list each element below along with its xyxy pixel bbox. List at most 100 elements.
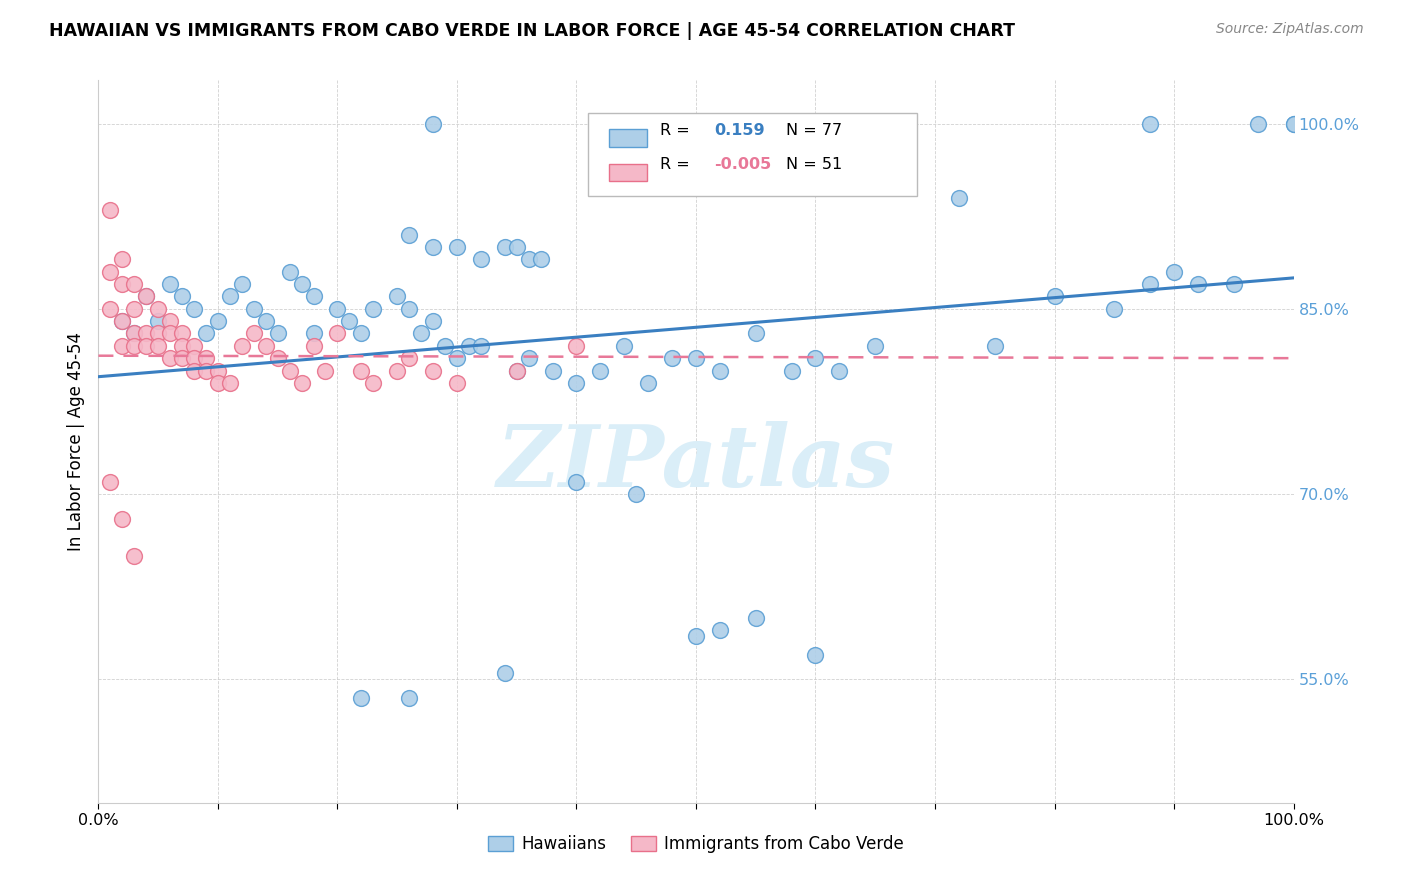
Text: ZIPatlas: ZIPatlas <box>496 421 896 505</box>
Point <box>98 301 122 316</box>
Point <box>506 363 529 377</box>
Point <box>1282 116 1305 130</box>
Point <box>207 363 229 377</box>
Point <box>446 351 468 366</box>
Point <box>207 376 229 390</box>
Point <box>1043 289 1066 303</box>
Point <box>254 339 277 353</box>
Point <box>565 475 588 489</box>
Point <box>124 277 146 291</box>
Point <box>804 351 827 366</box>
Point <box>422 240 444 254</box>
Point <box>517 351 540 366</box>
Point <box>243 301 266 316</box>
Point <box>984 339 1007 353</box>
Point <box>302 326 325 341</box>
Point <box>254 314 277 328</box>
Bar <box>609 163 647 181</box>
Point <box>231 339 253 353</box>
Point <box>98 265 122 279</box>
Text: 0.159: 0.159 <box>714 123 765 138</box>
Point <box>565 376 588 390</box>
Point <box>517 252 540 267</box>
Point <box>385 363 409 377</box>
Point <box>398 351 420 366</box>
Point <box>98 475 122 489</box>
Point <box>159 326 181 341</box>
Point <box>398 690 420 705</box>
Point <box>506 363 529 377</box>
Point <box>339 314 361 328</box>
Point <box>111 314 134 328</box>
Point <box>1139 116 1161 130</box>
Point <box>219 376 242 390</box>
Point <box>1104 301 1126 316</box>
Point <box>231 277 253 291</box>
Point <box>685 629 707 643</box>
Point <box>98 202 122 217</box>
Point <box>661 351 683 366</box>
Point <box>948 191 970 205</box>
Point <box>363 301 385 316</box>
Point <box>195 351 218 366</box>
Point <box>315 363 337 377</box>
Y-axis label: In Labor Force | Age 45-54: In Labor Force | Age 45-54 <box>66 332 84 551</box>
Point <box>828 363 851 377</box>
Point <box>398 227 420 242</box>
Point <box>111 252 134 267</box>
Point <box>865 339 887 353</box>
Point <box>302 289 325 303</box>
Point <box>458 339 481 353</box>
Point <box>506 240 529 254</box>
Point <box>1187 277 1209 291</box>
Point <box>172 289 194 303</box>
Point <box>172 326 194 341</box>
Point <box>637 376 659 390</box>
Point <box>183 301 205 316</box>
Legend: Hawaiians, Immigrants from Cabo Verde: Hawaiians, Immigrants from Cabo Verde <box>481 828 911 860</box>
Point <box>243 326 266 341</box>
Point <box>124 549 146 563</box>
Point <box>124 326 146 341</box>
Point <box>804 648 827 662</box>
Point <box>172 351 194 366</box>
Point <box>135 289 157 303</box>
Point <box>780 363 803 377</box>
Point <box>159 314 181 328</box>
Point <box>470 252 492 267</box>
Point <box>613 339 636 353</box>
Point <box>183 339 205 353</box>
Point <box>148 314 170 328</box>
Point <box>1282 116 1305 130</box>
Point <box>135 326 157 341</box>
Text: HAWAIIAN VS IMMIGRANTS FROM CABO VERDE IN LABOR FORCE | AGE 45-54 CORRELATION CH: HAWAIIAN VS IMMIGRANTS FROM CABO VERDE I… <box>49 22 1015 40</box>
Point <box>183 351 205 366</box>
Point <box>589 363 612 377</box>
Point <box>124 339 146 353</box>
Point <box>626 487 648 501</box>
Point <box>291 277 314 291</box>
Point <box>494 240 516 254</box>
Text: -0.005: -0.005 <box>714 158 770 172</box>
Point <box>350 326 373 341</box>
Text: R =: R = <box>661 158 690 172</box>
Point <box>159 351 181 366</box>
Text: Source: ZipAtlas.com: Source: ZipAtlas.com <box>1216 22 1364 37</box>
Point <box>278 363 301 377</box>
Point <box>135 289 157 303</box>
Point <box>267 351 290 366</box>
Point <box>1163 265 1185 279</box>
Point <box>135 339 157 353</box>
Point <box>326 326 349 341</box>
Point <box>350 690 373 705</box>
Point <box>422 314 444 328</box>
Point <box>398 301 420 316</box>
Point <box>172 339 194 353</box>
Point <box>350 363 373 377</box>
Point <box>470 339 492 353</box>
Point <box>183 363 205 377</box>
Point <box>159 277 181 291</box>
Point <box>1247 116 1270 130</box>
Point <box>363 376 385 390</box>
Point <box>111 339 134 353</box>
